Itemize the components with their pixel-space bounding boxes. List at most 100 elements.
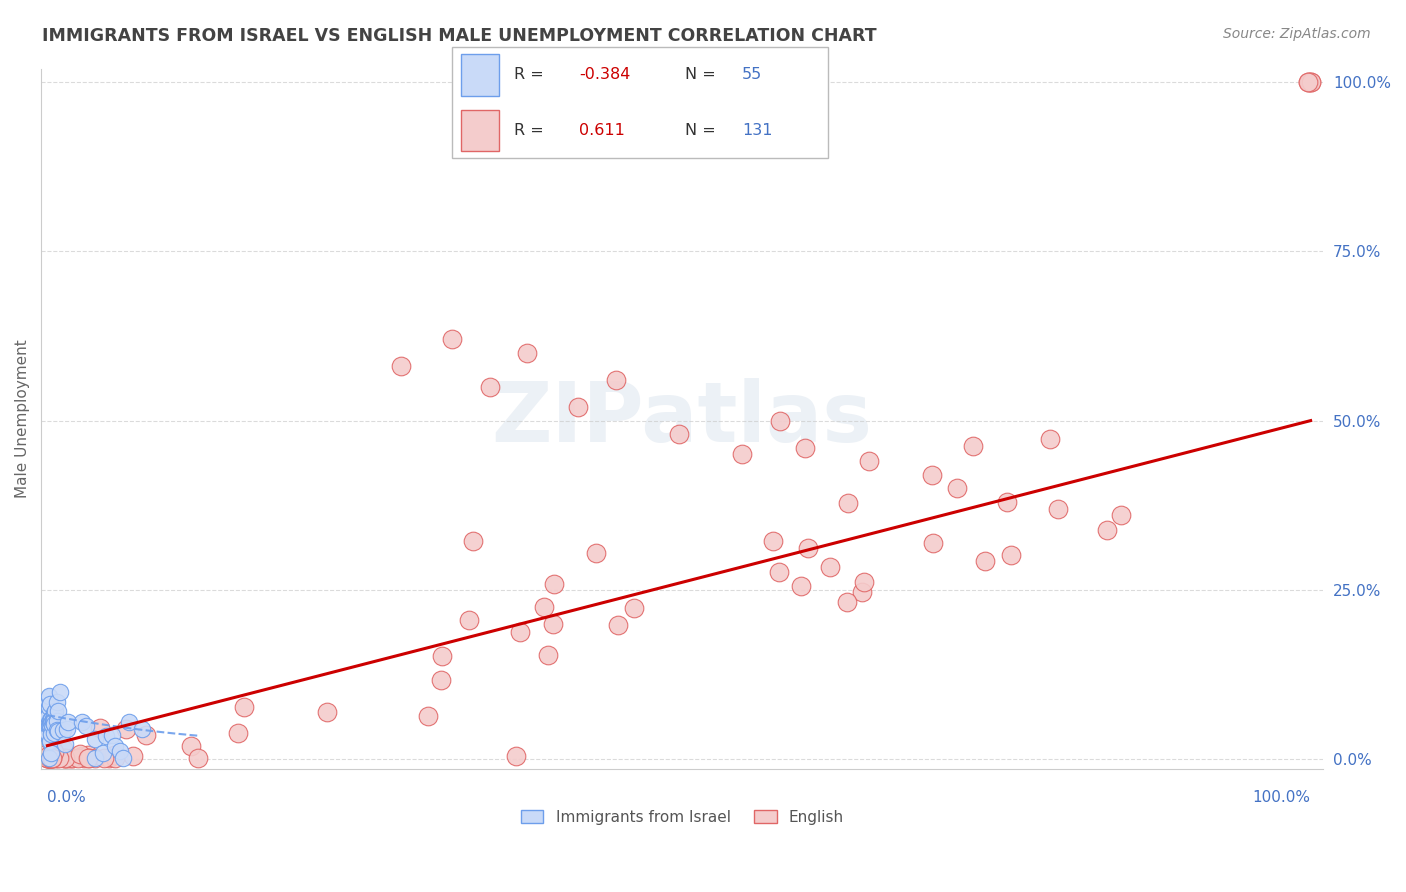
Point (389, 359, 412, 374)
Point (38, 700, 60, 714)
Text: -0.384: -0.384 (579, 67, 630, 82)
Point (91, 746, 114, 760)
Point (46, 748, 69, 763)
Point (103, 748, 125, 763)
Point (45, 695, 67, 709)
Point (731, 447, 754, 461)
Point (38, 729, 60, 743)
Point (44, 704, 66, 718)
Point (37, 751, 59, 765)
Point (103, 751, 125, 765)
Point (607, 618, 630, 632)
Bar (461, 54, 499, 95)
Point (135, 728, 157, 742)
Point (41, 715, 63, 730)
Point (837, 496, 859, 510)
Point (430, 673, 453, 687)
Text: Source: ZipAtlas.com: Source: ZipAtlas.com (1223, 27, 1371, 41)
Point (37, 721, 59, 735)
Point (505, 749, 527, 764)
Legend: Immigrants from Israel, English: Immigrants from Israel, English (520, 810, 844, 825)
Text: 55: 55 (742, 67, 762, 82)
Point (37, 708, 59, 723)
Point (41, 749, 63, 764)
Point (458, 613, 481, 627)
Point (440, 332, 463, 346)
Point (131, 723, 153, 737)
Point (89, 721, 111, 735)
Point (37, 708, 59, 723)
Point (39, 712, 62, 726)
Point (75, 719, 97, 733)
Point (98, 751, 121, 765)
Point (567, 400, 589, 414)
Y-axis label: Male Unemployment: Male Unemployment (15, 340, 30, 499)
Point (38, 734, 60, 748)
Point (41, 742, 63, 756)
Point (49, 685, 72, 699)
Point (537, 648, 560, 663)
Point (39, 751, 62, 765)
Point (72, 751, 94, 765)
Point (42, 706, 65, 721)
Point (75, 749, 97, 764)
Point (668, 427, 690, 442)
Point (851, 585, 873, 599)
Point (315, 705, 337, 719)
Point (111, 751, 134, 765)
Point (44, 717, 66, 731)
Point (44, 713, 66, 727)
Point (37, 746, 59, 760)
Point (38, 739, 60, 754)
Point (44, 726, 66, 740)
Point (38, 714, 60, 728)
Point (96, 729, 118, 743)
Point (44, 751, 66, 765)
Point (38, 751, 60, 765)
Point (42, 747, 65, 762)
Point (100, 729, 122, 743)
Point (53, 751, 76, 765)
Point (1000, 548, 1022, 562)
Point (41, 751, 63, 765)
Point (121, 748, 143, 763)
Point (38, 719, 60, 733)
Point (39, 751, 62, 765)
Point (39, 739, 62, 753)
Point (1039, 432, 1062, 446)
Text: 131: 131 (742, 123, 773, 138)
Text: IMMIGRANTS FROM ISRAEL VS ENGLISH MALE UNEMPLOYMENT CORRELATION CHART: IMMIGRANTS FROM ISRAEL VS ENGLISH MALE U… (42, 27, 877, 45)
Point (60, 750, 83, 764)
Text: R =: R = (515, 67, 550, 82)
Point (38, 747, 60, 762)
Point (41, 714, 63, 728)
Point (962, 439, 984, 453)
Point (42, 707, 65, 722)
Point (38, 751, 60, 765)
Point (605, 373, 627, 387)
Point (58, 714, 80, 729)
Point (52, 743, 75, 757)
Point (37, 751, 59, 765)
Point (41, 751, 63, 765)
Point (852, 574, 875, 589)
Point (37, 748, 59, 763)
Point (108, 744, 131, 758)
Text: N =: N = (685, 67, 721, 82)
Point (39, 751, 62, 765)
Point (38, 741, 60, 756)
Point (84, 732, 107, 747)
Point (37, 731, 59, 745)
Point (41, 751, 63, 765)
Point (41, 750, 63, 764)
Point (37, 751, 59, 765)
Point (1109, 508, 1132, 523)
Point (186, 751, 208, 765)
Point (41, 714, 63, 728)
FancyBboxPatch shape (451, 47, 828, 158)
Point (38, 719, 60, 733)
Point (509, 624, 531, 639)
Point (41, 718, 63, 732)
Point (37, 747, 59, 761)
Point (38, 689, 60, 703)
